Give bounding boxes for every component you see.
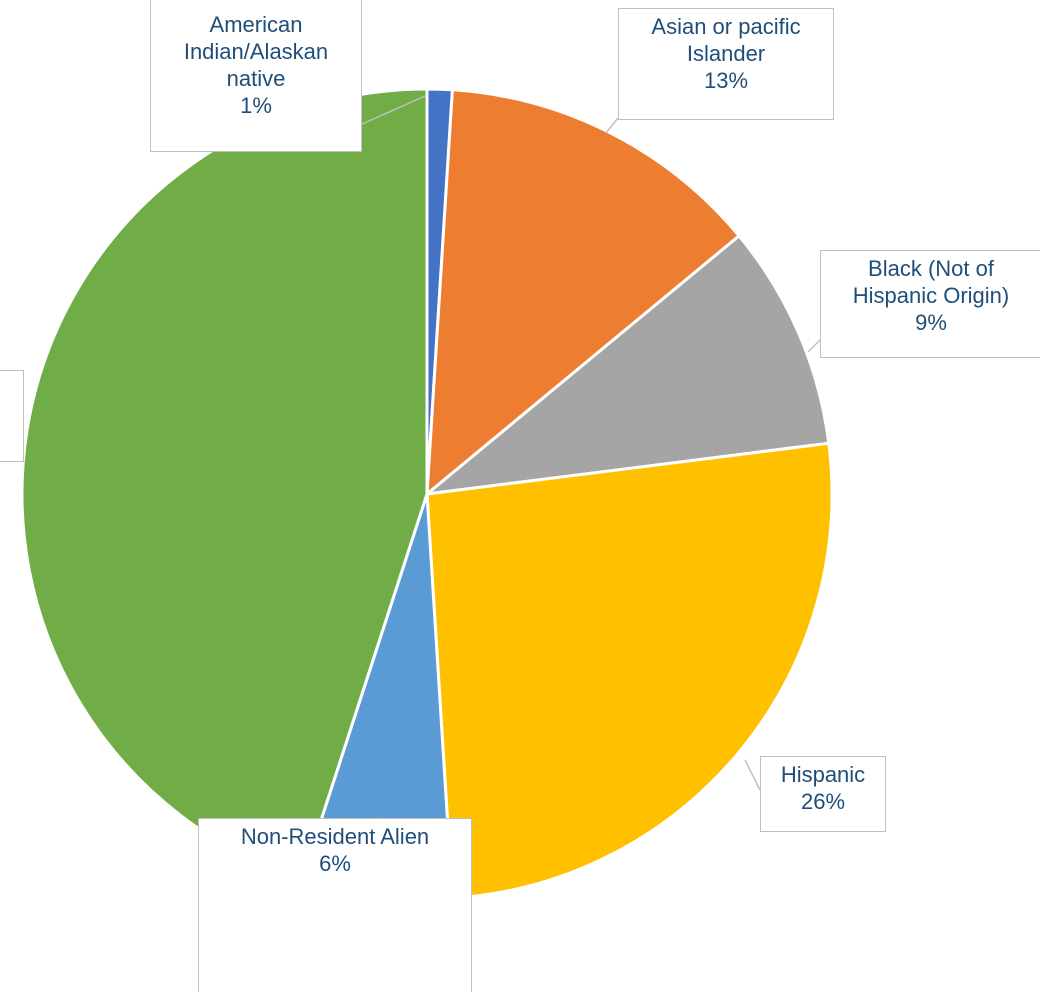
category-name: Asian or pacific Islander bbox=[651, 14, 801, 66]
category-name: Black (Not of Hispanic Origin) bbox=[852, 256, 1010, 308]
value-label: 9% bbox=[915, 310, 947, 335]
data-label: Hispanic 26% bbox=[760, 756, 886, 832]
leader-line bbox=[359, 95, 426, 126]
leader-line bbox=[807, 339, 821, 353]
data-label: Non-Resident Alien 6% bbox=[198, 818, 472, 992]
data-label: Asian or pacific Islander 13% bbox=[618, 8, 834, 120]
category-name: Hispanic bbox=[780, 762, 866, 787]
data-label: American Indian/Alaskan native 1% bbox=[150, 0, 362, 152]
value-label: 6% bbox=[319, 851, 351, 876]
pie-slice bbox=[425, 88, 742, 498]
pie-slice bbox=[425, 441, 834, 900]
value-label: 13% bbox=[703, 68, 749, 93]
data-label bbox=[0, 370, 24, 462]
category-name: American Indian/Alaskan native bbox=[183, 12, 329, 91]
category-name: Non-Resident Alien bbox=[240, 824, 430, 849]
data-label: Black (Not of Hispanic Origin) 9% bbox=[820, 250, 1040, 358]
leader-line bbox=[744, 759, 761, 791]
value-label: 1% bbox=[240, 93, 272, 118]
pie-slice bbox=[422, 233, 831, 497]
value-label: 26% bbox=[800, 789, 846, 814]
leader-line bbox=[605, 117, 619, 134]
